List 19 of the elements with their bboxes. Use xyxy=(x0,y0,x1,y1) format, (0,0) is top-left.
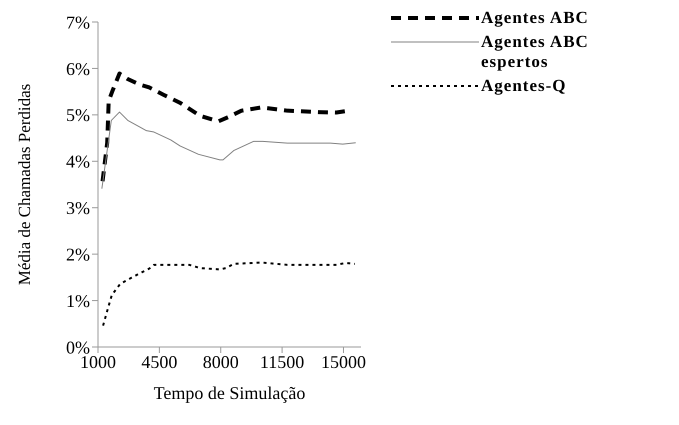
x-tick-label: 11500 xyxy=(260,352,304,372)
text: Agentes ABC espertos xyxy=(481,32,590,72)
y-tick-label: 6% xyxy=(66,58,90,79)
y-axis-title: Média de Chamadas Perdidas xyxy=(15,84,34,286)
x-tick-label: 15000 xyxy=(320,352,366,372)
y-tick-label: 3% xyxy=(66,198,90,218)
x-tick-label: 8000 xyxy=(202,352,239,372)
x-axis-title: Tempo de Simulação xyxy=(154,383,306,403)
line-series xyxy=(101,112,356,190)
text: Agentes-Q xyxy=(481,76,568,96)
y-tick-label: 1% xyxy=(66,290,90,311)
y-tick-label: 4% xyxy=(66,152,90,172)
y-tick-label: 5% xyxy=(66,105,90,126)
y-tick-label: 0% xyxy=(66,337,90,358)
text: Agentes ABC xyxy=(481,8,590,28)
y-tick-label: 2% xyxy=(66,244,90,265)
y-tick-label: 7% xyxy=(66,12,90,32)
line-series xyxy=(102,262,356,327)
x-tick-label: 4500 xyxy=(141,352,178,372)
